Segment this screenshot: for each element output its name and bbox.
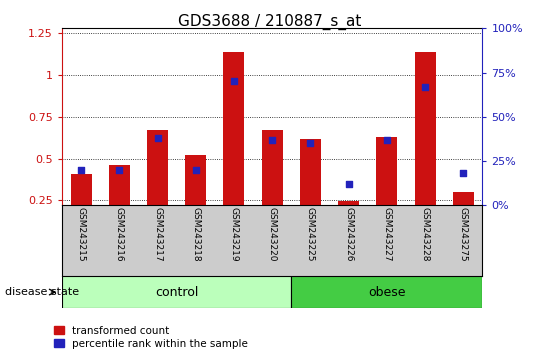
Text: GSM243275: GSM243275 — [459, 207, 468, 262]
Point — [268, 137, 277, 143]
Point — [383, 137, 391, 143]
Text: GSM243215: GSM243215 — [77, 207, 86, 262]
Bar — [300, 138, 321, 205]
Text: GSM243227: GSM243227 — [382, 207, 391, 262]
Text: obese: obese — [368, 286, 406, 298]
Point — [153, 135, 162, 141]
Bar — [291, 276, 482, 308]
Bar — [147, 130, 168, 205]
Text: GSM243225: GSM243225 — [306, 207, 315, 262]
Point — [230, 79, 238, 84]
Text: disease state: disease state — [5, 287, 80, 297]
Bar — [71, 173, 92, 205]
Text: GSM243228: GSM243228 — [420, 207, 430, 262]
Bar — [62, 276, 291, 308]
Text: GSM243226: GSM243226 — [344, 207, 353, 262]
Bar — [338, 201, 359, 205]
Legend: transformed count, percentile rank within the sample: transformed count, percentile rank withi… — [54, 326, 248, 349]
Point — [115, 167, 123, 173]
Text: GSM243219: GSM243219 — [230, 207, 238, 262]
Text: GSM243218: GSM243218 — [191, 207, 201, 262]
Text: GDS3688 / 210887_s_at: GDS3688 / 210887_s_at — [178, 14, 361, 30]
Text: control: control — [155, 286, 198, 298]
Point — [77, 167, 85, 173]
Point — [191, 167, 200, 173]
Bar — [453, 192, 474, 205]
Bar — [376, 137, 397, 205]
Text: GSM243217: GSM243217 — [153, 207, 162, 262]
Point — [459, 171, 468, 176]
Bar — [414, 52, 436, 205]
Bar — [109, 165, 130, 205]
Bar — [262, 130, 283, 205]
Point — [306, 141, 315, 146]
Bar — [185, 155, 206, 205]
Text: GSM243216: GSM243216 — [115, 207, 124, 262]
Text: GSM243220: GSM243220 — [268, 207, 277, 262]
Point — [421, 84, 430, 90]
Bar — [224, 52, 245, 205]
Point — [344, 181, 353, 187]
